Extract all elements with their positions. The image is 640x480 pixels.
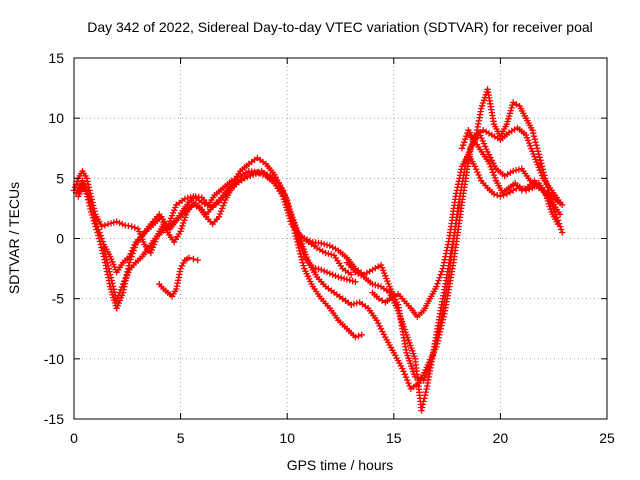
- tick-layer: 0 5 10 15 20 25 -15 -10 -5 0 5 10 15: [44, 50, 615, 446]
- x-tick-label: 5: [177, 430, 185, 446]
- y-tick-label: -15: [44, 411, 64, 427]
- x-tick-label: 0: [70, 430, 78, 446]
- y-tick-label: -10: [44, 351, 64, 367]
- y-tick-label: 15: [48, 50, 64, 66]
- x-tick-label: 15: [386, 430, 402, 446]
- y-tick-label: 10: [48, 110, 64, 126]
- x-tick-label: 25: [599, 430, 615, 446]
- y-tick-label: -5: [52, 291, 65, 307]
- x-tick-label: 10: [279, 430, 295, 446]
- y-axis-label: SDTVAR / TECUs: [6, 182, 22, 294]
- x-tick-label: 20: [493, 430, 509, 446]
- series-layer: [70, 86, 566, 414]
- series-track-5: [156, 254, 201, 300]
- x-axis-label: GPS time / hours: [287, 457, 394, 473]
- grid-layer: [74, 58, 607, 419]
- series-track-9: [343, 199, 464, 414]
- chart-title: Day 342 of 2022, Sidereal Day-to-day VTE…: [87, 19, 593, 35]
- series-markers: [467, 134, 564, 218]
- y-tick-label: 0: [56, 231, 64, 247]
- series-markers: [343, 199, 464, 414]
- series-markers: [100, 169, 365, 341]
- series-track-4: [100, 169, 365, 341]
- series-markers: [156, 254, 201, 300]
- y-tick-label: 5: [56, 170, 64, 186]
- series-track-11: [467, 134, 564, 218]
